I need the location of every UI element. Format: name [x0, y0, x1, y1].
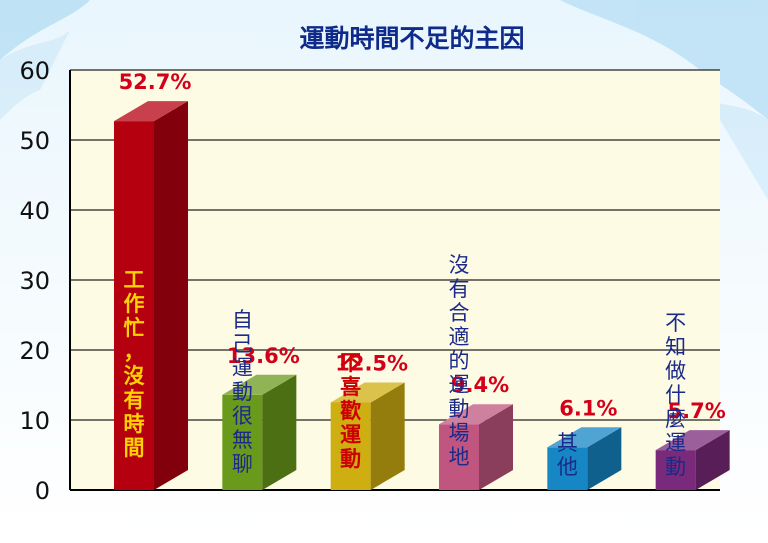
bar [114, 101, 188, 490]
bar-front [655, 450, 696, 490]
category-label: 不知做什麼運動 [665, 311, 686, 479]
value-labels: 52.7% 13.6% 12.5% 9.4% 6.1% 5.7% [119, 70, 726, 423]
bar-side [587, 427, 622, 490]
bar-side [370, 382, 405, 490]
value-label: 6.1% [559, 396, 617, 420]
value-label: 13.6% [227, 344, 300, 368]
y-tick-label: 30 [19, 267, 50, 295]
bar [330, 382, 405, 490]
y-tick-label: 40 [19, 197, 50, 225]
bar-side [154, 101, 188, 490]
bar [439, 404, 513, 490]
category-label: 自己運動很無聊 [232, 308, 253, 476]
bar-front [114, 121, 154, 490]
corner-decoration-top-right [560, 0, 768, 200]
bar-top [114, 101, 188, 122]
bar-side [479, 404, 513, 490]
value-label: 12.5% [335, 352, 408, 376]
category-label: 其他 [557, 431, 578, 479]
chart-title: 運動時間不足的主因 [299, 24, 524, 53]
y-tick-label: 0 [35, 477, 50, 505]
y-tick-label: 20 [19, 337, 50, 365]
bar [655, 430, 730, 490]
bar-top [330, 382, 405, 403]
bar [222, 374, 297, 490]
bar-top [222, 374, 297, 395]
value-label: 52.7% [119, 70, 192, 94]
bar-front [222, 394, 263, 490]
bar-front [547, 447, 588, 490]
corner-decoration-top-left [0, 0, 90, 120]
bar-top [655, 430, 730, 451]
bar [547, 427, 622, 490]
value-label: 9.4% [451, 373, 509, 397]
bar-side [695, 430, 730, 490]
y-tick-label: 10 [19, 407, 50, 435]
bar-side [262, 374, 297, 490]
bar-top [547, 427, 622, 448]
bars [114, 101, 730, 490]
bar-front [330, 402, 371, 490]
y-tick-label: 50 [19, 127, 50, 155]
bar-top [439, 404, 513, 425]
y-tick-labels: 0 10 20 30 40 50 60 [19, 57, 50, 505]
category-label: 工作忙，沒有時間 [124, 268, 146, 460]
bar-front [439, 424, 479, 490]
value-label: 5.7% [668, 399, 726, 423]
category-label: 沒有合適的運動場地 [449, 253, 470, 469]
category-label: 不喜歡運動 [340, 351, 361, 471]
y-tick-label: 60 [19, 57, 50, 85]
